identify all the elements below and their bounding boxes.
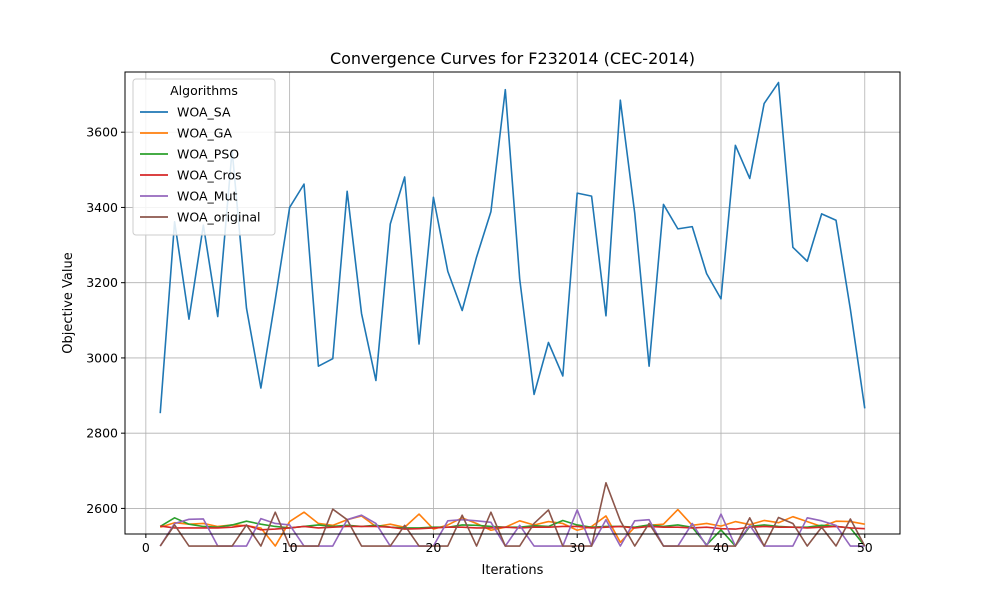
legend-label: WOA_PSO [177,147,239,162]
y-tick-label: 3000 [86,350,118,365]
series-line-woa-original [159,482,866,547]
x-axis-ticks: 0 10 20 30 40 50 [142,534,873,555]
grid [125,72,900,534]
x-tick-label: 20 [425,540,441,555]
x-tick-label: 30 [569,540,585,555]
x-tick-label: 0 [142,540,150,555]
legend-label: WOA_GA [177,126,232,141]
series-line-woa-sa [159,81,866,414]
x-axis-label: Iterations [482,563,544,578]
y-axis-label: Objective Value [61,252,76,353]
legend-label: WOA_original [177,210,261,225]
legend-label: WOA_Mut [177,189,237,204]
y-tick-label: 3200 [86,275,118,290]
legend-entries: WOA_SA WOA_GA WOA_PSO WOA_Cros WOA_Mut WOA_or… [140,105,261,225]
legend-label: WOA_SA [177,105,231,120]
series-line-woa-mut [159,509,865,547]
y-axis-ticks: 2600 2800 3000 3200 3400 3600 [86,125,125,516]
legend-label: WOA_Cros [177,168,242,183]
legend-box [132,78,276,236]
chart-title: Convergence Curves for F232014 (CEC-2014… [330,49,695,68]
plot-frame [124,71,901,535]
legend-title: Algorithms [170,83,238,98]
y-tick-label: 2800 [86,426,118,441]
y-tick-label: 3400 [86,200,118,215]
y-tick-label: 2600 [86,501,118,516]
legend: Algorithms WOA_SAWOA_GAWOA_PSOWOA_CrosWO… [132,78,276,236]
y-tick-label: 3600 [86,125,118,140]
x-tick-label: 10 [282,540,298,555]
series-lines [159,81,866,547]
x-tick-label: 40 [713,540,729,555]
x-tick-label: 50 [857,540,873,555]
